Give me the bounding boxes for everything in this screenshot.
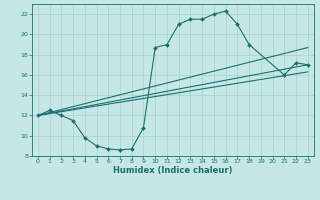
X-axis label: Humidex (Indice chaleur): Humidex (Indice chaleur) bbox=[113, 166, 233, 175]
